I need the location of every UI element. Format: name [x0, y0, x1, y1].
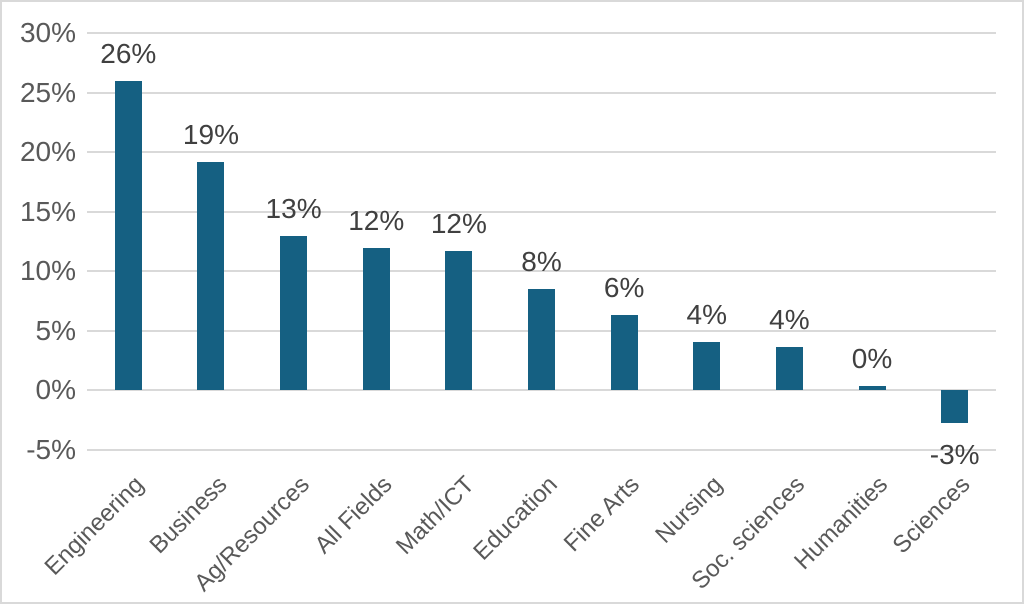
- y-axis-tick-label: 25%: [19, 76, 76, 108]
- gridline: [87, 151, 996, 153]
- y-axis-tick-label: 5%: [35, 314, 76, 346]
- bar-all-fields: [362, 248, 390, 390]
- data-label: 12%: [348, 205, 405, 237]
- bar-ag-resources: [280, 236, 308, 390]
- data-label: 4%: [686, 299, 727, 331]
- bar-business: [197, 161, 225, 390]
- gridline: [87, 270, 996, 272]
- y-axis-tick-label: 30%: [19, 17, 76, 48]
- gridline: [87, 91, 996, 94]
- y-axis-tick-label: 10%: [19, 255, 76, 286]
- x-axis-category-label: Education: [468, 471, 563, 566]
- bar-education: [528, 288, 555, 390]
- data-label: 4%: [769, 304, 810, 336]
- y-axis-tick-label: 20%: [19, 136, 76, 167]
- x-axis-category-label: Sciences: [887, 471, 976, 559]
- data-label: 6%: [603, 272, 645, 304]
- x-axis-category-label: All Fields: [309, 471, 398, 559]
- data-label: -3%: [929, 439, 980, 471]
- data-label: 0%: [851, 343, 893, 375]
- gridline: [87, 32, 996, 34]
- gridline: [87, 389, 996, 391]
- bar-engineering: [114, 80, 142, 390]
- bar-math-ict: [445, 250, 473, 390]
- gridline: [87, 210, 996, 213]
- gridline: [87, 448, 996, 451]
- data-label: 13%: [265, 193, 322, 225]
- bar-fine-arts: [610, 315, 638, 390]
- bar-sciences: [941, 390, 969, 424]
- x-axis-category-label: Fine Arts: [559, 471, 646, 558]
- x-axis-category-label: Math/ICT: [391, 471, 480, 560]
- data-label: 12%: [430, 207, 487, 239]
- x-axis-category-label: Nursing: [650, 471, 728, 549]
- data-label: 8%: [521, 245, 562, 277]
- y-axis-tick-label: 0%: [35, 374, 76, 405]
- y-axis-tick-label: -5%: [26, 433, 76, 465]
- bar-nursing: [693, 342, 721, 390]
- data-label: 19%: [182, 118, 239, 150]
- x-axis-category-label: Engineering: [39, 471, 150, 581]
- data-label: 26%: [100, 37, 157, 69]
- bar-humanities: [858, 386, 886, 390]
- y-axis-tick-label: 15%: [19, 195, 76, 227]
- bar-soc-sciences: [775, 347, 803, 390]
